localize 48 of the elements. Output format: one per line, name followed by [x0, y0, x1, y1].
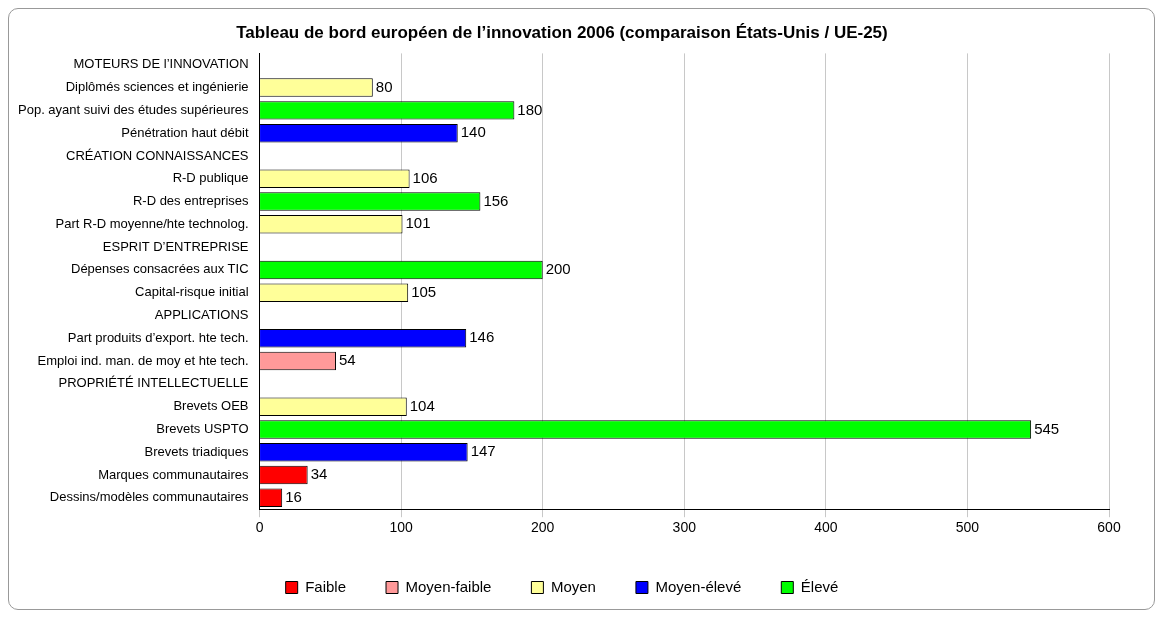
y-tick-label: R-D des entreprises — [132, 193, 250, 209]
y-tick-label: Marques communautaires — [98, 466, 250, 482]
data-label: 34 — [310, 465, 328, 483]
legend-label: Élevé — [800, 577, 839, 595]
y-tick-label: Dessins/modèles communautaires — [49, 489, 250, 505]
y-tick-label: Diplômés sciences et ingénierie — [65, 79, 249, 95]
data-label: 156 — [483, 191, 509, 209]
y-tick-label: Pop. ayant suivi des études supérieures — [18, 101, 250, 117]
data-label: 106 — [412, 168, 438, 186]
y-tick-label: Part produits d’export. hte tech. — [67, 329, 249, 345]
y-tick-label: APPLICATIONS — [154, 307, 249, 323]
legend-label: Moyen — [550, 577, 596, 595]
data-label: 104 — [409, 396, 435, 414]
x-tick-label: 500 — [955, 519, 980, 536]
x-tick-label: 0 — [255, 519, 264, 536]
chart-title: Tableau de bord européen de l’innovation 2006 (comparaison États-Unis / UE-25) — [236, 22, 888, 42]
data-label: 200 — [545, 260, 571, 278]
y-tick-label: Dépenses consacrées aux TIC — [71, 261, 249, 277]
legend-label: Moyen-faible — [405, 577, 492, 595]
data-label: 140 — [460, 123, 486, 141]
data-label: 545 — [1034, 419, 1060, 437]
y-tick-label: CRÉATION CONNAISSANCES — [66, 147, 249, 163]
y-tick-label: Part R-D moyenne/hte technolog. — [55, 215, 249, 231]
x-tick-label: 600 — [1097, 519, 1121, 536]
y-tick-label: Pénétration haut débit — [121, 124, 249, 140]
x-tick-label: 300 — [672, 519, 697, 536]
data-label: 146 — [469, 328, 495, 346]
y-tick-label: Brevets OEB — [173, 398, 249, 414]
x-tick-label: 400 — [814, 519, 838, 536]
data-label: 80 — [375, 77, 393, 95]
legend-label: Faible — [305, 577, 347, 595]
y-tick-label: MOTEURS DE l’INNOVATION — [73, 56, 249, 72]
y-tick-label: ESPRIT D’ENTREPRISE — [102, 238, 249, 254]
data-label: 16 — [285, 487, 302, 505]
data-label: 101 — [405, 214, 431, 232]
data-label: 54 — [338, 351, 356, 369]
y-tick-label: Brevets triadiques — [144, 443, 250, 459]
x-tick-label: 100 — [389, 519, 413, 536]
y-tick-label: PROPRIÉTÉ INTELLECTUELLE — [58, 375, 249, 391]
x-tick-label: 200 — [531, 519, 555, 536]
data-label: 180 — [517, 100, 543, 118]
y-tick-label: Brevets USPTO — [156, 421, 249, 437]
y-tick-label: Emploi ind. man. de moy et hte tech. — [37, 352, 249, 368]
data-label: 105 — [411, 282, 437, 300]
y-tick-label: R-D publique — [172, 170, 249, 186]
data-label: 147 — [470, 442, 496, 460]
y-tick-label: Capital-risque initial — [135, 284, 249, 300]
legend-label: Moyen-élevé — [655, 577, 742, 595]
